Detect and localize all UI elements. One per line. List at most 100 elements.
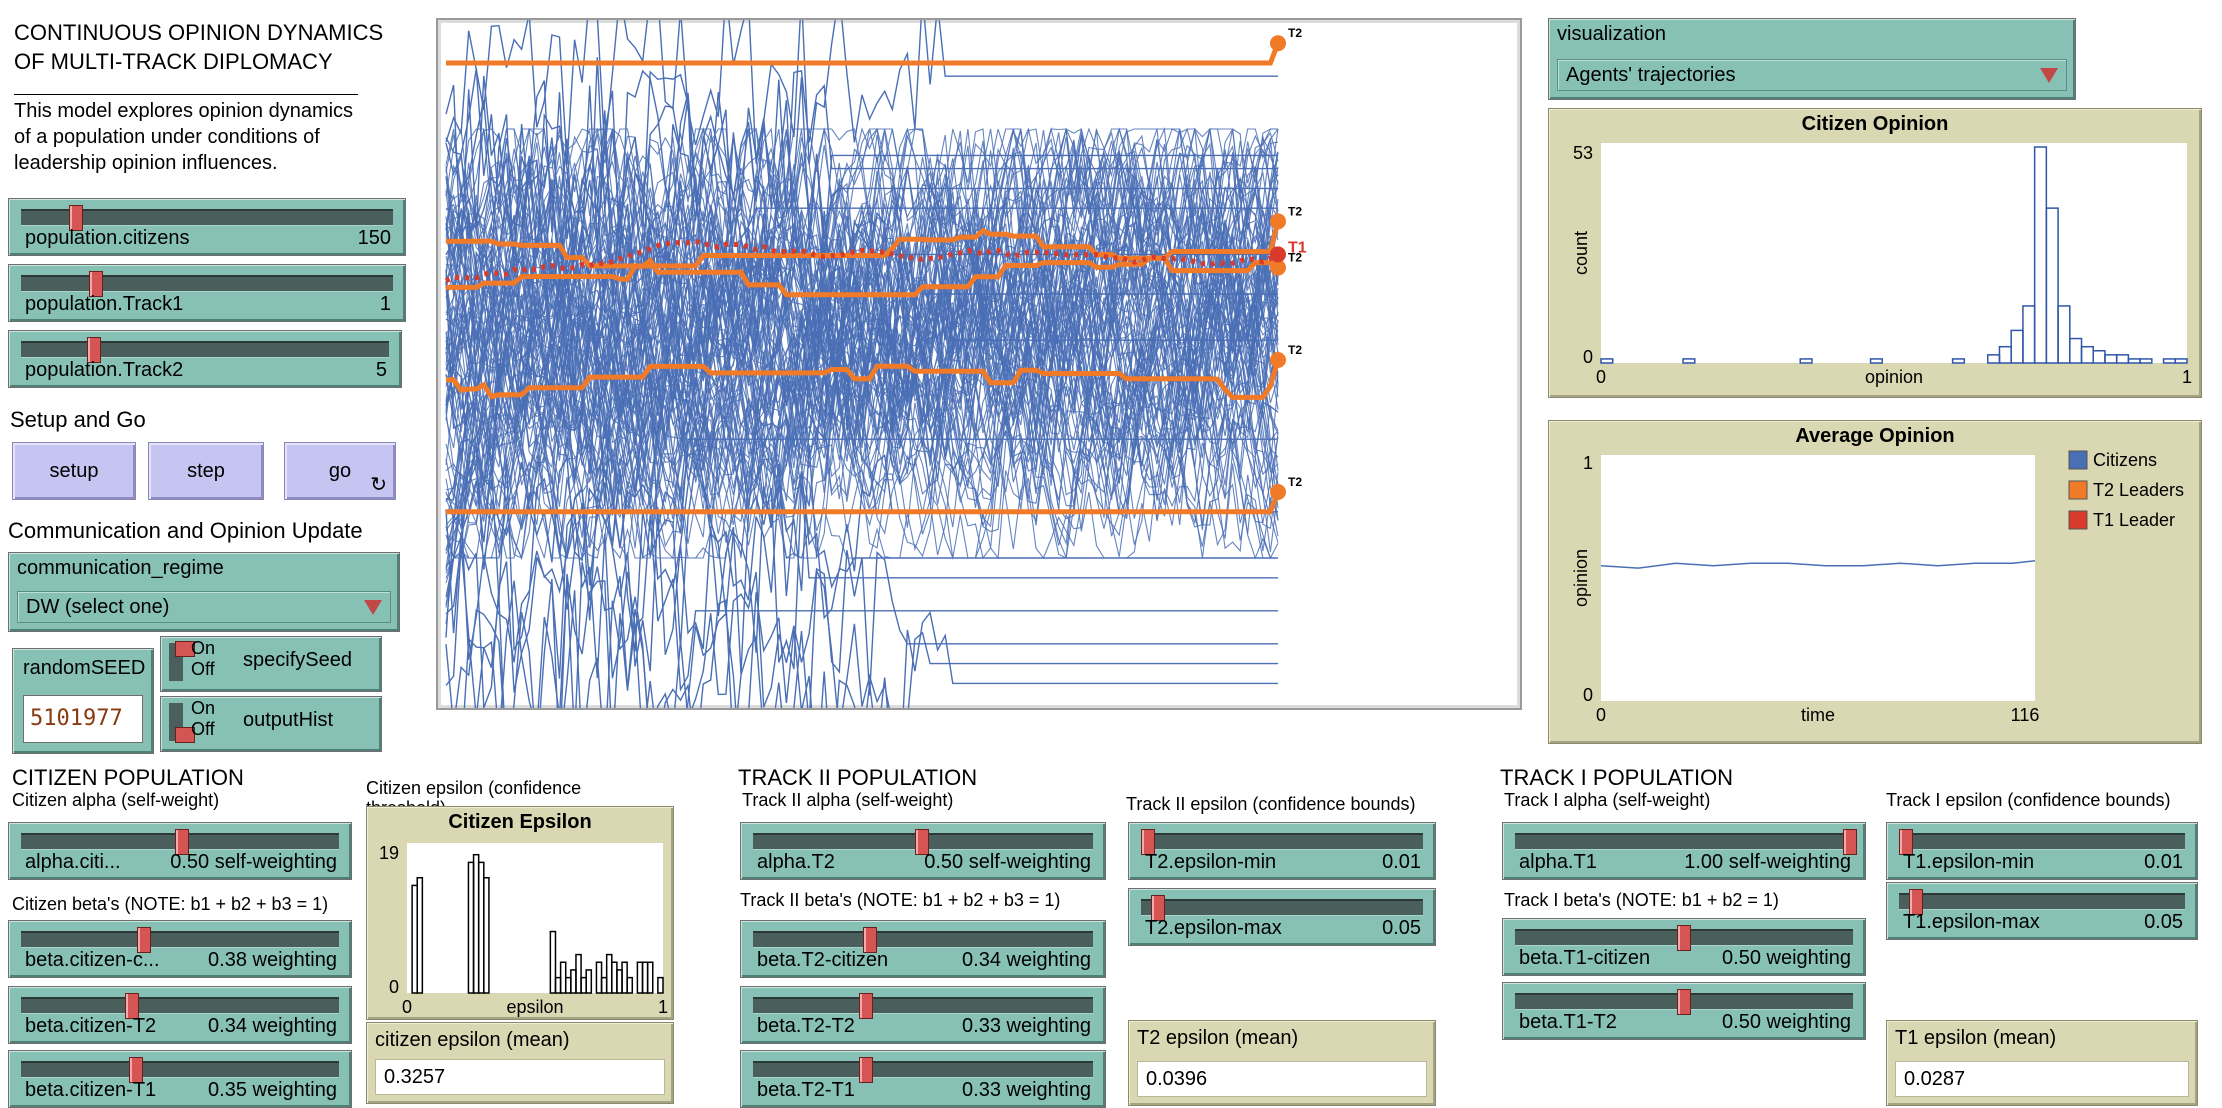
slider-track xyxy=(1899,893,2185,910)
slider-knob[interactable] xyxy=(89,271,103,297)
slider-knob[interactable] xyxy=(1151,895,1165,921)
beta-t1-citizen-slider[interactable]: beta.T1-citizen 0.50 weighting xyxy=(1502,918,1866,976)
slider-knob[interactable] xyxy=(859,1057,873,1083)
track2-alpha-label: Track II alpha (self-weight) xyxy=(742,790,954,810)
slider-knob[interactable] xyxy=(915,829,929,855)
y-axis-label: count xyxy=(1571,231,1591,275)
y-tick-label: 19 xyxy=(379,843,399,863)
beta-t2-t1-slider[interactable]: beta.T2-T1 0.33 weighting xyxy=(740,1050,1106,1108)
average-opinion-line xyxy=(1600,560,2036,569)
t2-leader-trajectory xyxy=(446,42,1281,66)
specify-seed-switch[interactable]: On Off specifySeed xyxy=(160,636,382,692)
slider-name: beta.T2-citizen xyxy=(757,949,889,971)
legend-label: T1 Leader xyxy=(2093,510,2175,530)
citizen-trajectory xyxy=(445,482,1278,675)
t2-epsilon-min-slider[interactable]: T2.epsilon-min 0.01 xyxy=(1128,822,1436,880)
histogram-bar xyxy=(416,876,424,994)
slider-knob[interactable] xyxy=(129,1057,143,1083)
setup-button[interactable]: setup xyxy=(12,442,136,500)
random-seed-input[interactable]: 5101977 xyxy=(23,695,143,743)
slider-track xyxy=(21,931,339,948)
t2-leader-marker xyxy=(1270,484,1286,500)
chooser-dropdown[interactable]: Agents' trajectories xyxy=(1557,59,2067,91)
average-opinion-chart: 1 00 116 time opinion Citizens T2 Leaders T1 Le… xyxy=(1571,450,2184,725)
switch-name: specifySeed xyxy=(243,649,352,671)
citizen-trajectory xyxy=(445,128,1279,518)
slider-knob[interactable] xyxy=(125,993,139,1019)
beta-citizen-t1-slider[interactable]: beta.citizen-T1 0.35 weighting xyxy=(8,1050,352,1108)
slider-knob[interactable] xyxy=(1677,925,1691,951)
beta-citizen-citizen-slider[interactable]: beta.citizen-c... 0.38 weighting xyxy=(8,920,352,978)
slider-knob[interactable] xyxy=(175,829,189,855)
x-tick-label: 0 xyxy=(402,997,412,1017)
t1-epsilon-min-slider[interactable]: T1.epsilon-min 0.01 xyxy=(1886,822,2198,880)
output-hist-switch[interactable]: On Off outputHist xyxy=(160,696,382,752)
citizen-epsilon-plot: Citizen Epsilon 19 0 0 1 epsilon xyxy=(366,806,674,1020)
communication-regime-chooser[interactable]: communication_regime DW (select one) xyxy=(8,552,400,632)
world-view[interactable]: T2 T2 T2 T2 T2 T1 xyxy=(436,18,1522,710)
alpha-citizen-slider[interactable]: alpha.citi... 0.50 self-weighting xyxy=(8,822,352,880)
slider-value: 0.38 weighting xyxy=(208,949,337,971)
average-opinion-plot: Average Opinion 1 0 0 116 time opinion Citizen… xyxy=(1548,420,2202,744)
step-button[interactable]: step xyxy=(148,442,264,500)
slider-knob[interactable] xyxy=(69,205,83,231)
slider-knob[interactable] xyxy=(1677,989,1691,1015)
histogram-bar xyxy=(1600,358,1614,364)
slider-knob[interactable] xyxy=(1843,829,1857,855)
chooser-value: DW (select one) xyxy=(26,596,170,618)
go-label: go xyxy=(328,460,352,482)
slider-knob[interactable] xyxy=(1141,829,1155,855)
citizen-trajectory xyxy=(445,126,1279,431)
slider-value: 0.34 weighting xyxy=(962,949,1091,971)
track1-population-heading: TRACK I POPULATION xyxy=(1500,765,1734,790)
slider-value: 0.33 weighting xyxy=(962,1015,1091,1037)
slider-knob[interactable] xyxy=(87,337,101,363)
slider-knob[interactable] xyxy=(863,927,877,953)
visualization-chooser[interactable]: visualization Agents' trajectories xyxy=(1548,18,2076,100)
histogram-bar xyxy=(2057,305,2071,364)
switch-on-label: On xyxy=(191,698,216,718)
slider-name: beta.citizen-T1 xyxy=(25,1079,157,1101)
t1-epsilon-max-slider[interactable]: T1.epsilon-max 0.05 xyxy=(1886,882,2198,940)
slider-value: 0.50 weighting xyxy=(1722,1011,1851,1033)
slider-name: beta.T1-T2 xyxy=(1519,1011,1617,1033)
t2-leader-trajectory xyxy=(446,359,1281,400)
population-track1-slider[interactable]: population.Track1 1 xyxy=(8,264,406,322)
beta-t2-t2-slider[interactable]: beta.T2-T2 0.33 weighting xyxy=(740,986,1106,1044)
beta-t1-t2-slider[interactable]: beta.T1-T2 0.50 weighting xyxy=(1502,982,1866,1040)
slider-name: alpha.T1 xyxy=(1519,851,1597,873)
alpha-t1-slider[interactable]: alpha.T1 1.00 self-weighting xyxy=(1502,822,1866,880)
slider-value: 0.50 self-weighting xyxy=(170,851,337,873)
switch-off-label: Off xyxy=(191,659,215,679)
slider-name: beta.citizen-T2 xyxy=(25,1015,157,1037)
slider-track xyxy=(753,1061,1093,1078)
t2-epsilon-max-slider[interactable]: T2.epsilon-max 0.05 xyxy=(1128,888,1436,946)
random-seed-input-widget: randomSEED 5101977 xyxy=(12,648,154,754)
citizen-trajectory xyxy=(445,175,1279,552)
citizen-trajectory xyxy=(445,545,1278,708)
citizen-opinion-chart: 53 00 1 opinion count xyxy=(1571,143,2192,387)
population-citizens-slider[interactable]: population.citizens 150 xyxy=(8,198,406,256)
population-track2-slider[interactable]: population.Track2 5 xyxy=(8,330,402,388)
y-tick-label: 53 xyxy=(1573,143,1593,163)
chooser-dropdown[interactable]: DW (select one) xyxy=(17,591,391,623)
alpha-t2-slider[interactable]: alpha.T2 0.50 self-weighting xyxy=(740,822,1106,880)
slider-value: 150 xyxy=(357,227,391,249)
slider-value: 0.35 weighting xyxy=(208,1079,337,1101)
slider-knob[interactable] xyxy=(137,927,151,953)
monitor-label: T2 epsilon (mean) xyxy=(1137,1027,1299,1049)
go-button[interactable]: go ↻ xyxy=(284,442,396,500)
slider-knob[interactable] xyxy=(1899,829,1913,855)
track2-beta-label: Track II beta's (NOTE: b1 + b2 + b3 = 1) xyxy=(740,890,1061,910)
t1-leader-trajectory xyxy=(444,238,1279,284)
x-tick-label: 1 xyxy=(658,997,668,1017)
slider-knob[interactable] xyxy=(859,993,873,1019)
slider-name: alpha.citi... xyxy=(25,851,121,873)
slider-knob[interactable] xyxy=(1909,889,1923,915)
t2-leader-marker xyxy=(1270,352,1286,368)
y-tick-label: 1 xyxy=(1583,453,1593,473)
slider-track xyxy=(21,997,339,1014)
beta-citizen-t2-slider[interactable]: beta.citizen-T2 0.34 weighting xyxy=(8,986,352,1044)
beta-t2-citizen-slider[interactable]: beta.T2-citizen 0.34 weighting xyxy=(740,920,1106,978)
monitor-value: 0.3257 xyxy=(384,1066,446,1088)
